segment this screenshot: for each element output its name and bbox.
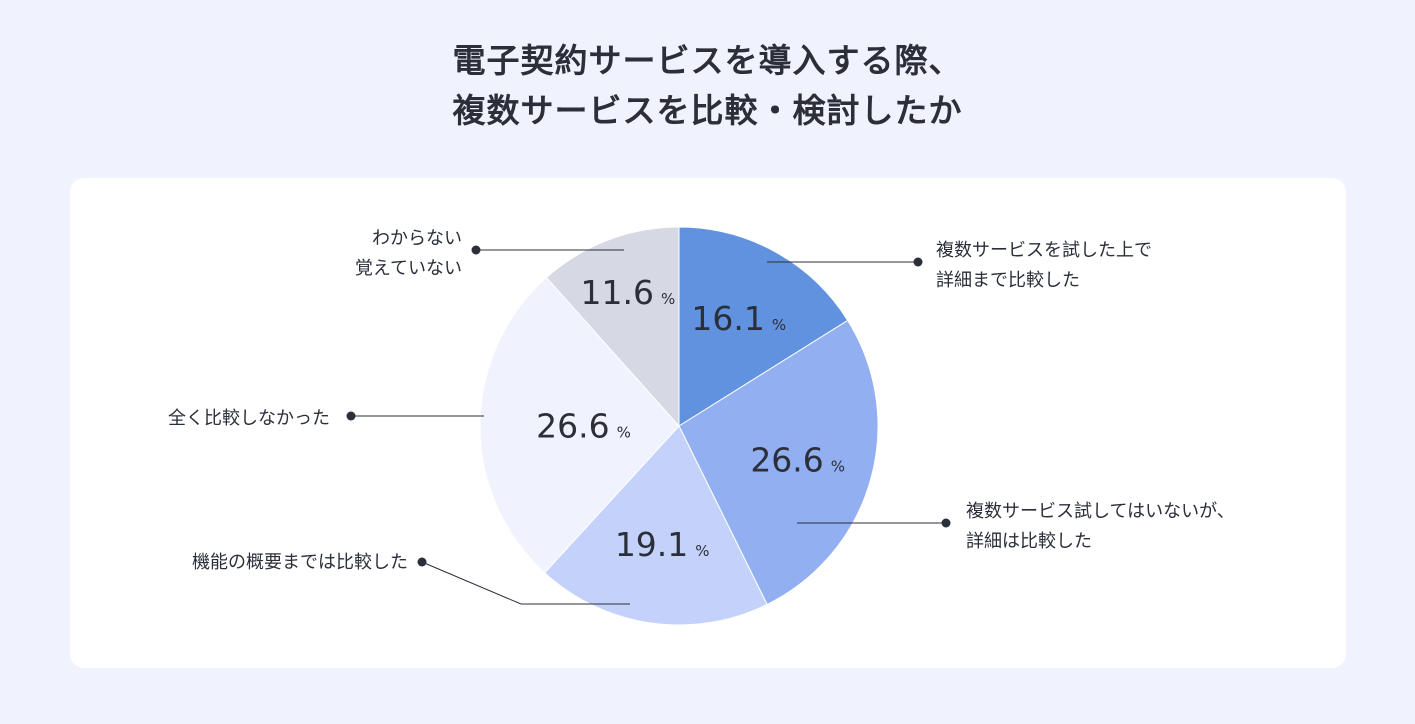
legend-label-3-line-1: 機能の概要までは比較した [192,552,408,573]
chart-title: 電子契約サービスを導入する際、 複数サービスを比較・検討したか [0,36,1415,136]
pie-value-unit-2: % [831,458,845,476]
pie-value-unit-1: % [772,316,786,334]
pie-slice-3 [543,425,768,626]
leader-dot-1 [913,257,923,267]
pie-slice-4 [479,276,680,574]
pie-slice-2 [678,319,879,606]
leader-dot-5 [471,245,481,255]
pie-value-labels: 16.1 %26.6 %19.1 %26.6 %11.6% [536,273,845,564]
legend-label-5-line-1: わからない [372,228,462,249]
pie-slice-1 [678,226,849,427]
pie-value-unit-3: % [695,542,709,560]
leader-dot-2 [941,518,951,528]
legend-label-4-line-1: 全く比較しなかった [168,408,330,429]
pie-value-label-5: 11.6% [581,273,676,312]
legend-label-2-line-2: 詳細は比較した [966,531,1092,552]
leader-line-3 [421,561,630,605]
pie-value-unit-4: % [617,423,631,441]
legend-label-1-line-2: 詳細まで比較した [936,270,1080,291]
pie-legend: 複数サービスを試した上で詳細まで比較した複数サービス試してはいないが、詳細は比較… [168,228,1235,605]
pie-value-unit-5: % [661,290,675,308]
leader-dot-4 [346,411,356,421]
leader-dot-3 [417,557,427,567]
pie-slices [479,226,879,626]
legend-label-2-line-1: 複数サービス試してはいないが、 [966,501,1235,522]
pie-value-label-3: 19.1% [615,525,710,564]
pie-value-number-3: 19.1 [615,525,688,564]
pie-value-number-1: 16.1 [691,299,764,338]
pie-value-label-4: 26.6% [536,406,631,445]
pie-slice-5 [545,226,680,428]
pie-value-number-2: 26.6 [750,441,823,480]
legend-label-5-line-2: 覚えていない [355,258,462,279]
pie-value-label-2: 26.6% [750,441,845,480]
pie-value-number-4: 26.6 [536,406,609,445]
pie-value-label-1: 16.1% [691,299,786,338]
pie-value-number-5: 11.6 [581,273,654,312]
legend-label-1-line-1: 複数サービスを試した上で [936,240,1152,261]
chart-title-line-1: 電子契約サービスを導入する際、 [452,41,963,80]
chart-title-line-2: 複数サービスを比較・検討したか [452,91,963,130]
